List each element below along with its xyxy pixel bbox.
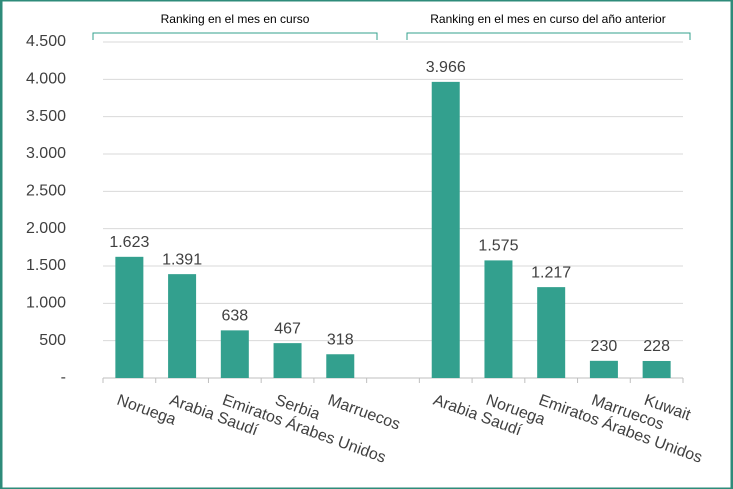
- value-label: 638: [221, 308, 248, 325]
- y-tick-label: 2.000: [26, 220, 66, 237]
- x-tick-label: Marruecos: [325, 392, 402, 434]
- y-tick-label: 4.500: [26, 33, 66, 50]
- y-tick-label: 4.000: [26, 71, 66, 88]
- bar: [484, 260, 513, 378]
- annotation: Ranking en el mes en curso: [161, 12, 310, 26]
- y-tick-label: 3.000: [26, 145, 66, 162]
- bar: [589, 360, 618, 378]
- bar: [273, 343, 302, 378]
- y-tick-label: 1.500: [26, 257, 66, 274]
- bar: [326, 354, 355, 378]
- x-tick-label: Noruega: [115, 392, 179, 429]
- value-label: 318: [327, 331, 354, 348]
- bracket: [92, 32, 378, 40]
- y-tick-label: 500: [39, 332, 66, 349]
- value-label: 467: [274, 320, 301, 337]
- y-tick-label: 2.500: [26, 183, 66, 200]
- bar: [537, 287, 566, 378]
- value-label: 1.391: [162, 251, 202, 268]
- bar: [168, 274, 197, 378]
- value-label: 1.575: [478, 238, 518, 255]
- value-label: 228: [643, 338, 670, 355]
- y-tick-label: 1.000: [26, 295, 66, 312]
- bar: [431, 81, 460, 378]
- bar: [115, 256, 144, 378]
- value-label: 230: [591, 338, 618, 355]
- value-label: 1.623: [109, 234, 149, 251]
- bracket: [406, 32, 691, 40]
- y-tick-label: -: [61, 369, 66, 386]
- annotation: Ranking en el mes en curso del año anter…: [430, 12, 665, 26]
- value-label: 3.966: [426, 59, 466, 76]
- bar: [642, 360, 671, 378]
- bar: [220, 330, 249, 378]
- y-tick-label: 3.500: [26, 108, 66, 125]
- value-label: 1.217: [531, 264, 571, 281]
